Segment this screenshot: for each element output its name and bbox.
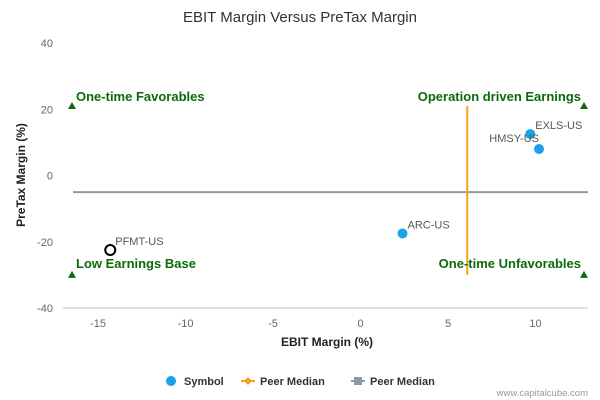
quadrant-label-top-right: Operation driven Earnings [418,89,581,104]
quadrant-marker [68,101,76,109]
y-tick-labels: -40 -20 0 20 40 [37,38,53,315]
quadrant-marker [580,270,588,278]
legend-square-marker [354,377,362,385]
y-tick-label: -40 [37,303,53,315]
data-point [525,129,536,140]
data-point-label: HMSY-US [489,133,539,145]
legend-label: Peer Median [260,376,325,388]
y-tick-label: 0 [47,171,53,183]
data-point [397,228,408,239]
data-point [104,244,117,257]
data-point-label: EXLS-US [535,120,582,132]
x-tick-label: 5 [445,318,451,330]
y-axis-title: PreTax Margin (%) [14,123,28,227]
quadrant-marker [68,270,76,278]
chart-title: EBIT Margin Versus PreTax Margin [183,9,417,26]
legend-label: Peer Median [370,376,435,388]
quadrant-markers [68,101,588,278]
quadrant-marker [580,101,588,109]
legend-symbol-dot [166,376,176,386]
y-tick-label: 20 [41,104,53,116]
data-point [534,144,544,154]
legend-diamond-marker [244,377,252,385]
y-tick-label: -20 [37,237,53,249]
data-point-label: ARC-US [408,219,450,231]
x-tick-label: -5 [268,318,278,330]
x-tick-label: -15 [90,318,106,330]
x-tick-label: 0 [357,318,363,330]
legend-label: Symbol [184,376,224,388]
x-tick-label: -10 [178,318,194,330]
x-tick-label: 10 [529,318,541,330]
quadrant-label-bottom-right: One-time Unfavorables [439,256,581,271]
quadrant-label-bottom-left: Low Earnings Base [76,256,196,271]
legend: Symbol Peer Median Peer Median [166,376,435,388]
data-point-label: PFMT-US [115,236,163,248]
y-tick-label: 40 [41,38,53,50]
x-axis-title: EBIT Margin (%) [281,335,373,349]
quadrant-label-top-left: One-time Favorables [76,89,205,104]
credit-text: www.capitalcube.com [496,388,588,399]
x-tick-labels: -15 -10 -5 0 5 10 [90,318,542,330]
